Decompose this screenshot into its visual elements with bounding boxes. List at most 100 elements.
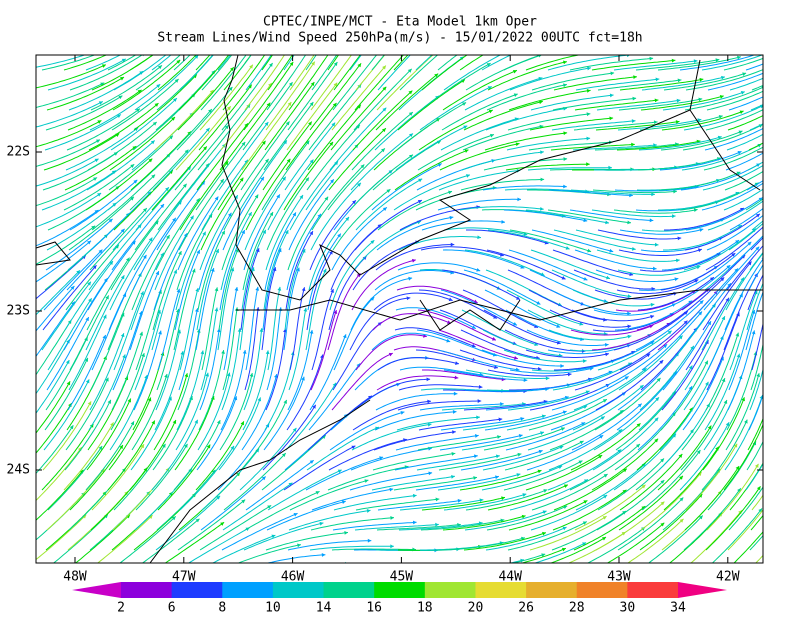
stream-arrow [579, 321, 584, 326]
stream-arrow [382, 128, 386, 133]
streamline [661, 239, 740, 271]
stream-arrow [309, 159, 314, 164]
streamline [177, 499, 246, 551]
stream-arrow [303, 307, 308, 312]
stream-arrow [176, 288, 181, 293]
stream-arrow [775, 462, 778, 466]
stream-arrow [93, 177, 98, 181]
colorbar-segment [222, 582, 274, 598]
stream-arrow [406, 296, 411, 301]
streamline [133, 74, 198, 131]
streamline [397, 79, 466, 131]
streamline [681, 254, 746, 311]
streamline [239, 427, 297, 491]
streamline [658, 171, 741, 191]
streamline [267, 469, 342, 511]
stream-arrow [652, 266, 657, 271]
streamline [459, 55, 484, 71]
streamline [421, 55, 468, 91]
streamline [774, 43, 800, 90]
streamline [635, 429, 695, 491]
streamline [768, 415, 800, 490]
streamline [774, 288, 790, 371]
streamline [748, 142, 763, 151]
streamline [617, 265, 701, 276]
streamline [373, 431, 456, 451]
streamline [174, 395, 215, 471]
streamline [438, 169, 521, 191]
streamline [547, 55, 631, 71]
stream-arrow [329, 250, 333, 255]
stream-arrow [786, 307, 790, 311]
stream-arrow [629, 272, 634, 277]
streamline [350, 447, 432, 471]
stream-arrow [610, 71, 615, 76]
stream-arrow [696, 265, 701, 270]
stream-arrow [562, 526, 567, 531]
streamline [773, 61, 800, 110]
stream-arrow [435, 55, 436, 56]
streamline [177, 328, 200, 411]
stream-arrow [617, 449, 622, 454]
stream-arrow [450, 242, 455, 247]
streamline [419, 86, 492, 131]
streamline [627, 518, 684, 563]
stream-arrow [87, 240, 91, 245]
streamline [200, 177, 244, 251]
streamline [198, 84, 253, 151]
stream-arrow [435, 522, 439, 527]
stream-arrow [737, 150, 742, 155]
stream-arrow [231, 47, 235, 51]
stream-arrow [772, 440, 775, 444]
streamline [460, 178, 545, 191]
streamline [772, 80, 800, 130]
streamline [681, 36, 764, 50]
streamline [685, 443, 738, 511]
streamline [201, 287, 218, 371]
stream-arrow [140, 291, 144, 296]
stream-arrow [70, 285, 75, 290]
streamline [36, 192, 102, 228]
stream-arrow [581, 422, 586, 426]
streamline [399, 206, 481, 231]
streamline [636, 288, 710, 331]
streamline [267, 159, 314, 231]
streamline [265, 532, 349, 551]
colorbar-segment [627, 582, 679, 598]
stream-arrow [133, 179, 138, 184]
stream-arrow [478, 385, 483, 389]
stream-arrow [94, 158, 99, 163]
streamline [43, 379, 90, 451]
streamline [223, 452, 287, 511]
streamline [332, 521, 417, 531]
streamline [728, 309, 755, 391]
streamline [397, 400, 482, 411]
streamline [440, 289, 518, 326]
streamline [352, 400, 431, 431]
streamline [395, 434, 479, 451]
stream-arrow [627, 334, 632, 339]
streamline [90, 65, 163, 111]
stream-arrow [269, 211, 273, 216]
streamline [549, 536, 607, 563]
colorbar-segment [272, 582, 325, 598]
streamline [44, 357, 89, 431]
stream-arrow [520, 265, 525, 269]
stream-arrow [226, 106, 231, 111]
stream-arrow [655, 77, 660, 82]
stream-arrow [654, 417, 659, 422]
streamline [682, 356, 724, 431]
streamline [308, 363, 361, 431]
stream-arrow [266, 102, 271, 107]
stream-arrow [694, 279, 699, 283]
stream-arrow [289, 61, 294, 66]
streamline [596, 99, 681, 111]
stream-arrow [118, 95, 123, 100]
streamline [242, 81, 293, 151]
streamline [36, 209, 99, 247]
streamline [768, 153, 800, 210]
streamline [595, 120, 680, 131]
streamline [285, 102, 337, 171]
stream-arrow [660, 480, 665, 484]
streamline [305, 55, 317, 71]
